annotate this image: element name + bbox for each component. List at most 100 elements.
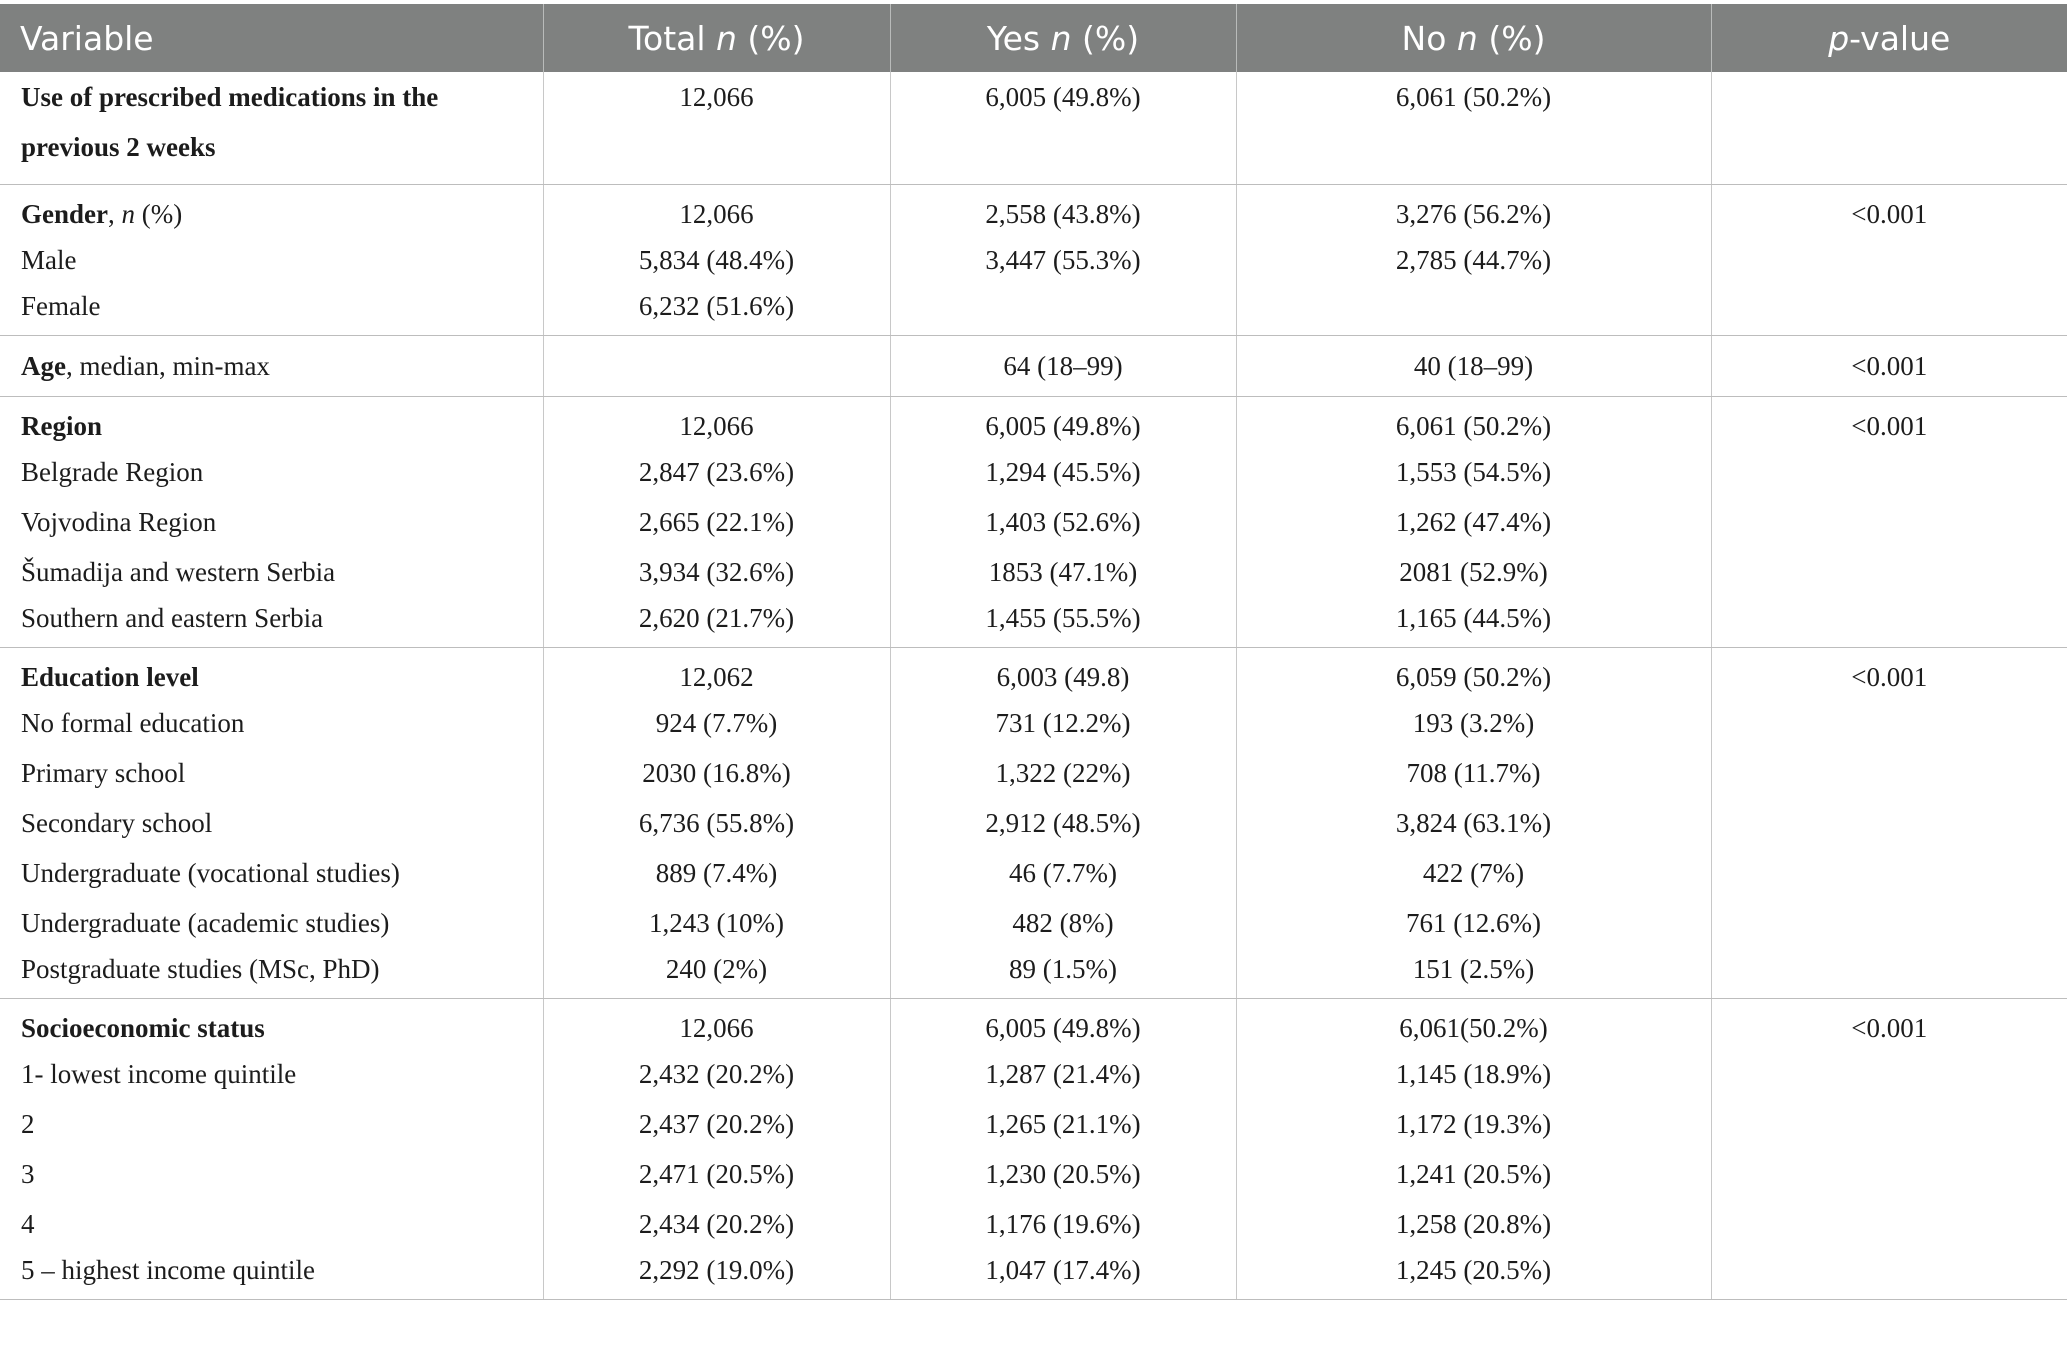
table-row: 4 2,434 (20.2%) 1,176 (19.6%) 1,258 (20.… [0, 1199, 2067, 1249]
cell-p [1710, 72, 2067, 185]
cell-p: <0.001 [1710, 396, 2067, 447]
row-label: Education level [21, 661, 199, 692]
cell-no: 6,061(50.2%) [1235, 998, 1711, 1049]
cell-yes: 6,003 (49.8) [889, 647, 1236, 698]
cell-total: 2,471 (20.5%) [542, 1149, 890, 1199]
results-table-container: Variable Total n (%) Yes n (%) No n (%) … [0, 4, 2067, 1300]
cell-no: 1,245 (20.5%) [1235, 1249, 1711, 1300]
row-label: Socioeconomic status [21, 1012, 265, 1043]
table-body: Use of prescribed medications in the pre… [0, 72, 2067, 1300]
row-label: Gender, n (%) [21, 198, 183, 229]
row-label: Age, median, min-max [0, 335, 543, 397]
cell-no: 1,262 (47.4%) [1235, 497, 1711, 547]
cell-p [1710, 898, 2067, 948]
cell-p [1710, 285, 2067, 336]
table-row: Undergraduate (academic studies) 1,243 (… [0, 898, 2067, 948]
cell-total: 12,066 [542, 72, 890, 185]
cell-yes [889, 285, 1236, 336]
header-total: Total n (%) [542, 4, 890, 72]
cell-no: 3,824 (63.1%) [1235, 798, 1711, 848]
table-row: Use of prescribed medications in the pre… [0, 72, 2067, 185]
cell-p [1710, 948, 2067, 999]
row-label: Primary school [21, 757, 186, 788]
header-yes: Yes n (%) [889, 4, 1236, 72]
cell-yes: 482 (8%) [889, 898, 1236, 948]
cell-p [1710, 447, 2067, 497]
cell-no: 1,553 (54.5%) [1235, 447, 1711, 497]
table-row: 3 2,471 (20.5%) 1,230 (20.5%) 1,241 (20.… [0, 1149, 2067, 1199]
cell-no: 193 (3.2%) [1235, 698, 1711, 748]
cell-yes: 1,287 (21.4%) [889, 1049, 1236, 1099]
table-header: Variable Total n (%) Yes n (%) No n (%) … [0, 4, 2067, 72]
row-label: Postgraduate studies (MSc, PhD) [0, 948, 543, 999]
cell-p [1710, 497, 2067, 547]
cell-total: 12,062 [542, 647, 890, 698]
cell-total: 2,432 (20.2%) [542, 1049, 890, 1099]
table-row: No formal education 924 (7.7%) 731 (12.2… [0, 698, 2067, 748]
table-row: Socioeconomic status 12,066 6,005 (49.8%… [0, 998, 2067, 1049]
row-label: Belgrade Region [21, 456, 204, 487]
cell-total: 2,437 (20.2%) [542, 1099, 890, 1149]
row-label: Undergraduate (vocational studies) [21, 857, 400, 888]
table-row: Undergraduate (vocational studies) 889 (… [0, 848, 2067, 898]
cell-yes: 1,294 (45.5%) [889, 447, 1236, 497]
cell-yes: 6,005 (49.8%) [889, 396, 1236, 447]
cell-total [542, 335, 890, 397]
row-label: Undergraduate (academic studies) [21, 907, 390, 938]
results-table: Variable Total n (%) Yes n (%) No n (%) … [0, 4, 2067, 1300]
cell-p [1710, 1199, 2067, 1249]
cell-total: 924 (7.7%) [542, 698, 890, 748]
cell-yes: 89 (1.5%) [889, 948, 1236, 999]
row-label: Šumadija and western Serbia [21, 556, 336, 587]
row-label: 4 [21, 1208, 35, 1239]
cell-total: 1,243 (10%) [542, 898, 890, 948]
cell-no: 761 (12.6%) [1235, 898, 1711, 948]
cell-no: 1,258 (20.8%) [1235, 1199, 1711, 1249]
cell-total: 6,232 (51.6%) [542, 285, 890, 336]
table-row: 5 – highest income quintile 2,292 (19.0%… [0, 1249, 2067, 1300]
cell-yes: 2,912 (48.5%) [889, 798, 1236, 848]
cell-no: 6,061 (50.2%) [1235, 72, 1711, 185]
cell-total: 2,620 (21.7%) [542, 597, 890, 648]
table-row: 2 2,437 (20.2%) 1,265 (21.1%) 1,172 (19.… [0, 1099, 2067, 1149]
cell-yes: 64 (18–99) [889, 335, 1236, 397]
cell-p [1710, 748, 2067, 798]
cell-no: 3,276 (56.2%) [1235, 184, 1711, 235]
cell-total: 6,736 (55.8%) [542, 798, 890, 848]
row-label: Southern and eastern Serbia [0, 597, 543, 648]
cell-yes: 1,047 (17.4%) [889, 1249, 1236, 1300]
row-label: 5 – highest income quintile [0, 1249, 543, 1300]
table-row: Postgraduate studies (MSc, PhD) 240 (2%)… [0, 948, 2067, 999]
cell-p [1710, 848, 2067, 898]
cell-total: 2,847 (23.6%) [542, 447, 890, 497]
cell-yes: 1,176 (19.6%) [889, 1199, 1236, 1249]
row-label: Secondary school [21, 807, 213, 838]
table-row: Belgrade Region 2,847 (23.6%) 1,294 (45.… [0, 447, 2067, 497]
cell-p: <0.001 [1710, 998, 2067, 1049]
table-row: Male 5,834 (48.4%) 3,447 (55.3%) 2,785 (… [0, 235, 2067, 285]
row-label: Region [21, 410, 102, 441]
cell-total: 240 (2%) [542, 948, 890, 999]
row-label: Vojvodina Region [21, 506, 217, 537]
cell-total: 12,066 [542, 998, 890, 1049]
cell-total: 3,934 (32.6%) [542, 547, 890, 597]
cell-yes: 1,403 (52.6%) [889, 497, 1236, 547]
cell-yes: 1,322 (22%) [889, 748, 1236, 798]
cell-yes: 6,005 (49.8%) [889, 998, 1236, 1049]
header-variable: Variable [0, 4, 543, 72]
table-row: Age, median, min-max 64 (18–99) 40 (18–9… [0, 335, 2067, 397]
cell-no: 422 (7%) [1235, 848, 1711, 898]
cell-total: 2,665 (22.1%) [542, 497, 890, 547]
header-no: No n (%) [1235, 4, 1711, 72]
cell-p [1710, 1099, 2067, 1149]
table-row: Primary school 2030 (16.8%) 1,322 (22%) … [0, 748, 2067, 798]
cell-yes: 1,230 (20.5%) [889, 1149, 1236, 1199]
table-row: 1- lowest income quintile 2,432 (20.2%) … [0, 1049, 2067, 1099]
cell-p [1710, 698, 2067, 748]
table-row: Southern and eastern Serbia 2,620 (21.7%… [0, 597, 2067, 648]
row-label: 2 [21, 1108, 35, 1139]
cell-total: 2,434 (20.2%) [542, 1199, 890, 1249]
cell-total: 12,066 [542, 184, 890, 235]
cell-no: 1,241 (20.5%) [1235, 1149, 1711, 1199]
cell-yes: 1853 (47.1%) [889, 547, 1236, 597]
